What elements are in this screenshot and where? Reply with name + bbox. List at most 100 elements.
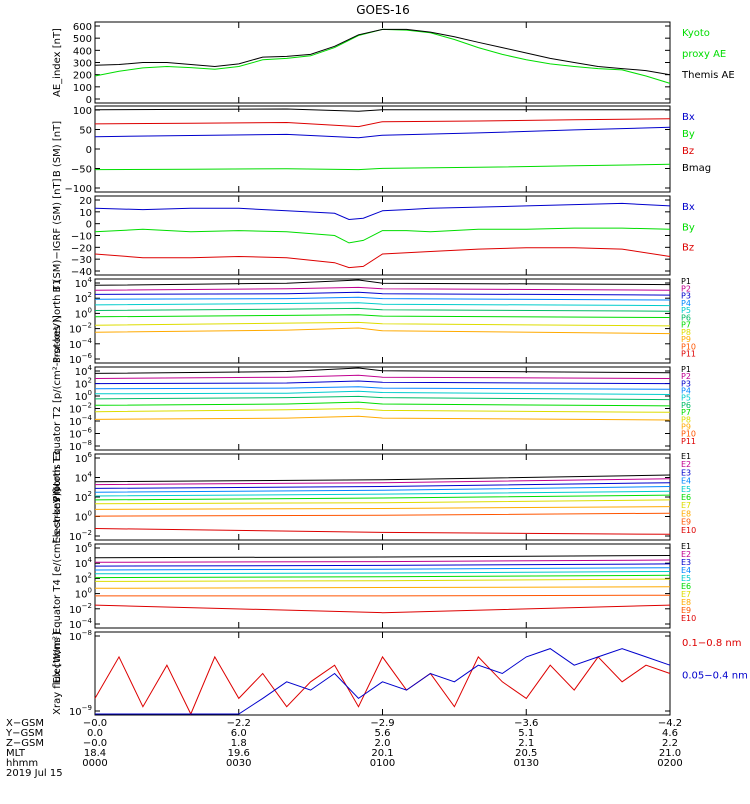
date-label: 2019 Jul 15 bbox=[6, 768, 63, 779]
series-line-bz bbox=[94, 118, 671, 128]
panel-frame bbox=[94, 21, 671, 104]
legend-label: P8 bbox=[681, 328, 691, 337]
legend-label: P6 bbox=[681, 401, 691, 410]
legend-label: E9 bbox=[681, 606, 691, 615]
y-tick-label: 0 bbox=[86, 95, 92, 106]
y-tick-label: 106 bbox=[75, 451, 93, 465]
series-line-p4 bbox=[94, 296, 671, 301]
y-tick-label: 102 bbox=[75, 490, 92, 504]
y-tick-label: 100 bbox=[75, 306, 92, 320]
x-column-value: 0.0 bbox=[87, 728, 103, 739]
y-tick-label: −40 bbox=[71, 267, 92, 278]
legend-label: Bx bbox=[682, 202, 695, 213]
legend-label: P8 bbox=[681, 415, 691, 424]
legend-label: E10 bbox=[681, 526, 696, 535]
plot-title: GOES-16 bbox=[356, 3, 410, 17]
series-line-e1 bbox=[94, 555, 671, 559]
series-line-e6 bbox=[94, 494, 671, 501]
legend-label: 0.05−0.4 nm bbox=[682, 671, 748, 682]
y-axis-label: AE_index [nT] bbox=[52, 28, 63, 97]
x-row-label: Z−GSM bbox=[6, 738, 44, 749]
x-row-label: hhmm bbox=[6, 758, 38, 769]
x-column-value: 1.8 bbox=[231, 738, 247, 749]
legend-label: P3 bbox=[681, 292, 691, 301]
legend-label: Bz bbox=[682, 243, 694, 254]
legend-label: Bz bbox=[682, 146, 694, 157]
series-line-e5 bbox=[94, 571, 671, 575]
y-tick-label: 0 bbox=[86, 220, 92, 231]
series-line-p3 bbox=[94, 380, 671, 385]
series-line-e6 bbox=[94, 574, 671, 579]
y-tick-label: 0 bbox=[86, 145, 92, 156]
series-line-e3 bbox=[94, 563, 671, 567]
y-axis-label: B (SM) [nT] bbox=[52, 121, 63, 177]
legend-label: E3 bbox=[681, 468, 691, 477]
series-line-e2 bbox=[94, 559, 671, 563]
x-column-value: 18.4 bbox=[84, 748, 106, 759]
x-column-value: −0.0 bbox=[83, 738, 107, 749]
legend-label: P7 bbox=[681, 408, 691, 417]
panel-frame bbox=[94, 105, 671, 193]
x-column-value: 2.1 bbox=[518, 738, 534, 749]
series-line-e2 bbox=[94, 478, 671, 486]
legend-label: Bx bbox=[682, 112, 695, 123]
x-column-value: 0200 bbox=[657, 758, 682, 769]
y-tick-label: 200 bbox=[73, 71, 92, 82]
legend-label: P5 bbox=[681, 394, 691, 403]
legend-label: E1 bbox=[681, 542, 691, 551]
legend-label: E5 bbox=[681, 574, 691, 583]
legend-label: By bbox=[682, 129, 695, 140]
series-line-e1 bbox=[94, 474, 671, 483]
series-line-bz bbox=[94, 247, 671, 269]
series-line-e7 bbox=[94, 499, 671, 505]
y-tick-label: 600 bbox=[73, 22, 92, 33]
series-line-p9 bbox=[94, 327, 671, 335]
series-line-p6 bbox=[94, 307, 671, 312]
legend-label: E8 bbox=[681, 598, 691, 607]
legend-label: P4 bbox=[681, 299, 691, 308]
series-line-e3 bbox=[94, 482, 671, 489]
series-line-by bbox=[94, 227, 671, 244]
legend-label: proxy AE bbox=[682, 49, 726, 60]
x-column-value: −0.0 bbox=[83, 718, 107, 729]
y-tick-label: −20 bbox=[71, 243, 92, 254]
x-column-value: −2.2 bbox=[227, 718, 251, 729]
y-axis-label: Electrons North T3 bbox=[52, 450, 63, 543]
series-line-0-05-0-4-nm bbox=[95, 648, 671, 715]
legend-label: P7 bbox=[681, 321, 691, 330]
series-line-e4 bbox=[94, 486, 671, 493]
legend-label: P9 bbox=[681, 422, 691, 431]
y-tick-label: 100 bbox=[73, 106, 92, 117]
y-tick-label: 100 bbox=[73, 83, 92, 94]
series-line-e8 bbox=[94, 586, 671, 589]
y-tick-label: 10−9 bbox=[69, 704, 92, 718]
y-tick-label: 10−4 bbox=[69, 337, 93, 351]
legend-label: E10 bbox=[681, 614, 696, 623]
y-tick-label: 106 bbox=[75, 541, 93, 555]
x-column-value: 2.2 bbox=[662, 738, 678, 749]
y-tick-label: 10−8 bbox=[69, 629, 92, 643]
y-tick-label: 104 bbox=[75, 556, 93, 570]
x-column-value: 0130 bbox=[514, 758, 539, 769]
legend-label: E9 bbox=[681, 518, 691, 527]
x-column-value: 5.1 bbox=[518, 728, 534, 739]
x-column-value: 20.5 bbox=[515, 748, 537, 759]
x-column-value: 2.0 bbox=[375, 738, 391, 749]
y-tick-label: −30 bbox=[71, 255, 92, 266]
legend-label: P1 bbox=[681, 365, 691, 374]
legend-label: E7 bbox=[681, 501, 691, 510]
legend-label: P2 bbox=[681, 284, 691, 293]
series-line-e9 bbox=[94, 512, 671, 517]
series-line-e4 bbox=[94, 567, 671, 571]
x-column-value: 0000 bbox=[82, 758, 107, 769]
series-line-p8 bbox=[94, 321, 671, 327]
x-row-label: MLT bbox=[6, 748, 26, 759]
legend-label: E4 bbox=[681, 566, 691, 575]
legend-label: E8 bbox=[681, 509, 691, 518]
panel-frame bbox=[94, 366, 671, 451]
x-column-value: 0030 bbox=[226, 758, 251, 769]
legend-label: E6 bbox=[681, 582, 691, 591]
series-line-p4 bbox=[94, 386, 671, 390]
series-line-themis-ae bbox=[94, 28, 671, 76]
